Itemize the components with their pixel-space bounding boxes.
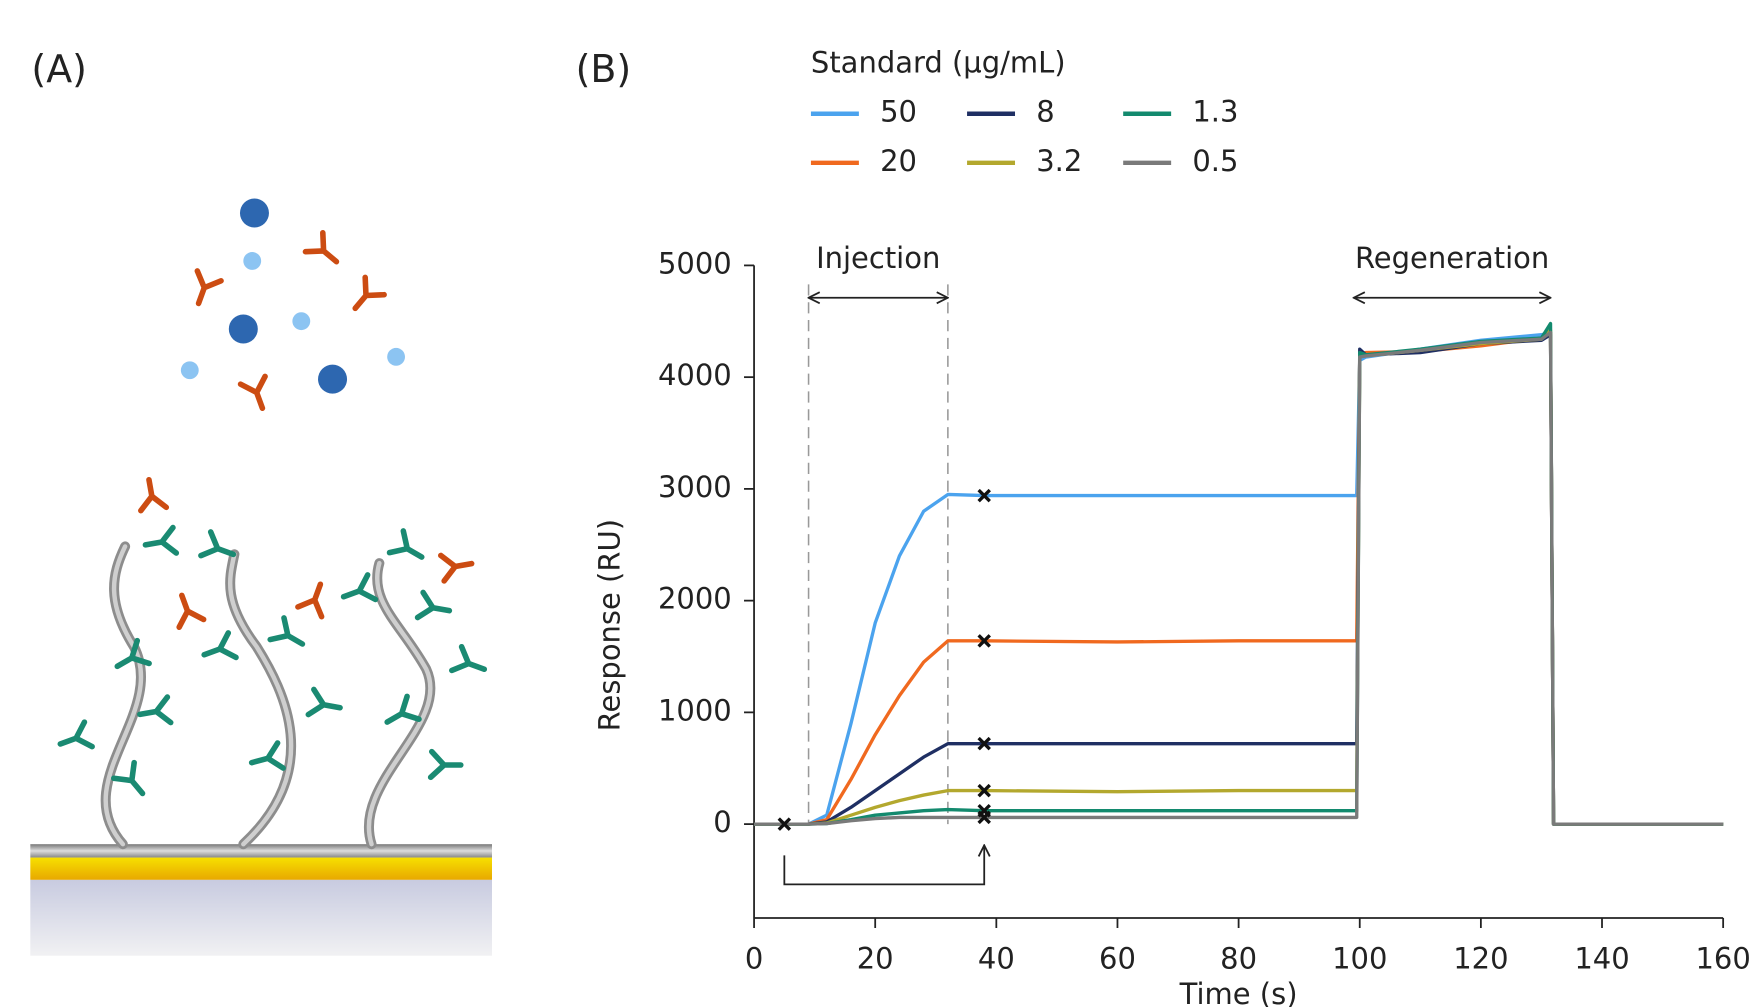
x-tick-label: 100 xyxy=(1332,941,1387,975)
report-point xyxy=(977,634,991,648)
legend-title: Standard (µg/mL) xyxy=(811,46,1066,80)
x-tick-label: 160 xyxy=(1695,941,1749,975)
panel-label: (B) xyxy=(576,47,632,91)
series-line xyxy=(754,321,1724,826)
series-line xyxy=(754,330,1724,826)
series-line xyxy=(754,330,1724,826)
surface-layer xyxy=(30,844,492,858)
x-tick-label: 20 xyxy=(857,941,894,975)
legend-label: 1.3 xyxy=(1192,95,1238,129)
y-tick-label: 0 xyxy=(713,805,731,839)
legend-label: 20 xyxy=(880,144,917,178)
report-bracket xyxy=(783,845,984,886)
gold-layer xyxy=(30,857,492,880)
legend-label: 0.5 xyxy=(1192,144,1238,178)
y-tick-label: 5000 xyxy=(658,246,732,280)
panel-label: (A) xyxy=(31,47,87,91)
report-point xyxy=(977,810,991,825)
x-tick-label: 80 xyxy=(1220,941,1257,975)
series-line xyxy=(754,328,1724,826)
x-tick-label: 120 xyxy=(1453,941,1508,975)
sensor-illustration xyxy=(30,198,492,956)
polymer-strands xyxy=(100,541,436,850)
report-point xyxy=(977,736,991,751)
x-tick-label: 60 xyxy=(1099,941,1136,975)
glass-layer xyxy=(30,879,492,956)
legend-label: 8 xyxy=(1036,95,1054,129)
y-axis-title: Response (RU) xyxy=(592,519,626,731)
series-line xyxy=(754,333,1724,826)
y-tick-label: 4000 xyxy=(658,358,732,392)
x-axis-title: Time (s) xyxy=(1179,977,1298,1007)
report-point xyxy=(777,817,792,831)
y-tick-label: 3000 xyxy=(658,470,732,504)
x-tick-label: 0 xyxy=(745,941,763,975)
annotation: Injection xyxy=(816,241,940,275)
annotation: Regeneration xyxy=(1355,241,1549,275)
series-line xyxy=(754,330,1724,826)
chart: 0 1000 2000 3000 4000 5000 0 20 40 60 80 100 120 140 1… xyxy=(592,46,1749,1007)
molecules xyxy=(180,198,406,394)
x-tick-label: 40 xyxy=(978,941,1015,975)
report-point xyxy=(977,488,991,503)
legend-label: 50 xyxy=(880,95,917,129)
x-tick-label: 140 xyxy=(1574,941,1629,975)
y-tick-label: 1000 xyxy=(658,693,732,727)
legend-label: 3.2 xyxy=(1036,144,1082,178)
y-tick-label: 2000 xyxy=(658,582,732,616)
analyte-antibodies xyxy=(136,232,474,628)
report-point xyxy=(977,783,991,798)
